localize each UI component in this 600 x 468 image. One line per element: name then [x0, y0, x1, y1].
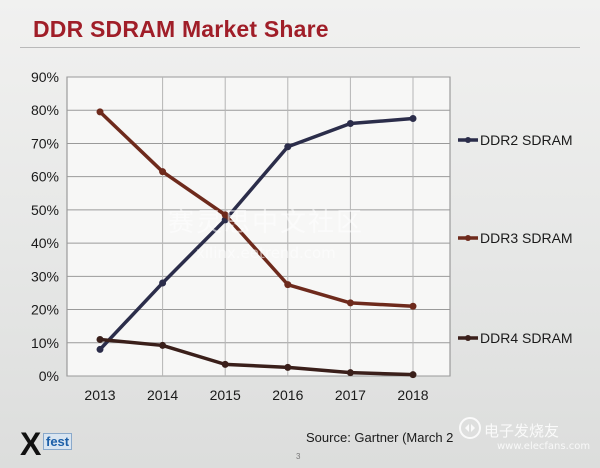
logo-fest-text: fest — [43, 433, 73, 450]
data-point — [159, 168, 167, 176]
vertical-gridlines — [162, 77, 414, 376]
page-number: 3 — [296, 452, 301, 461]
legend-label: DDR3 SDRAM — [480, 230, 573, 246]
legend: DDR2 SDRAM DDR3 SDRAM DDR4 SDRAM — [458, 132, 573, 346]
x-tick-label: 2018 — [397, 387, 428, 403]
legend-marker — [465, 235, 471, 241]
data-point — [409, 302, 417, 310]
y-tick-label: 80% — [31, 102, 59, 118]
data-point — [96, 345, 104, 353]
series-1 — [96, 115, 417, 353]
y-tick-label: 40% — [31, 235, 59, 251]
legend-marker — [465, 335, 471, 341]
title-divider — [20, 47, 580, 48]
y-tick-label: 20% — [31, 302, 59, 318]
logo-x-letter: X — [20, 426, 42, 462]
series-line — [98, 116, 415, 352]
watermark-url: xilinx.eetrend.com — [196, 244, 336, 262]
legend-marker — [465, 137, 471, 143]
y-tick-label: 10% — [31, 335, 59, 351]
data-point — [159, 279, 167, 287]
elecfans-logo-icon — [459, 417, 481, 439]
data-point — [96, 335, 104, 343]
plot-area — [66, 76, 451, 377]
x-tick-label: 2017 — [335, 387, 366, 403]
y-tick-label: 90% — [31, 69, 59, 85]
slide-title: DDR SDRAM Market Share — [33, 16, 329, 42]
data-point — [159, 341, 167, 349]
series-2 — [96, 108, 417, 310]
data-point — [346, 299, 354, 307]
legend-item: DDR4 SDRAM — [458, 330, 573, 346]
legend-item: DDR2 SDRAM — [458, 132, 573, 148]
y-tick-label: 70% — [31, 135, 59, 151]
legend-label: DDR4 SDRAM — [480, 330, 573, 346]
legend-item: DDR3 SDRAM — [458, 230, 573, 246]
series-3 — [96, 335, 417, 379]
elecfans-brand: 电子发烧友 — [484, 422, 560, 440]
y-tick-label: 50% — [31, 202, 59, 218]
x-tick-label: 2016 — [272, 387, 303, 403]
x-tick-label: 2013 — [84, 387, 115, 403]
data-point — [284, 281, 292, 289]
series-line — [98, 110, 415, 308]
y-axis-tick-labels: 0% 10% 20% 30% 40% 50% 60% 70% 80% 90% — [31, 69, 59, 384]
elecfans-url: www.elecfans.com — [497, 441, 591, 452]
y-tick-label: 30% — [31, 268, 59, 284]
x-tick-label: 2015 — [210, 387, 241, 403]
horizontal-gridlines — [67, 76, 450, 377]
data-point — [284, 363, 292, 371]
y-tick-label: 0% — [39, 368, 59, 384]
x-tick-label: 2014 — [147, 387, 178, 403]
x-axis-tick-labels: 2013 2014 2015 2016 2017 2018 — [84, 387, 428, 403]
data-point — [96, 108, 104, 116]
data-point — [221, 211, 229, 219]
data-point — [284, 143, 292, 151]
data-point — [409, 115, 417, 123]
xfest-logo: X fest — [20, 425, 84, 463]
series-lines — [96, 108, 417, 379]
data-point — [346, 369, 354, 377]
data-point — [409, 371, 417, 379]
watermark-text: 赛灵思中文社区 — [168, 208, 365, 238]
legend-label: DDR2 SDRAM — [480, 132, 573, 148]
source-note: Source: Gartner (March 2 — [306, 430, 454, 445]
series-line — [98, 337, 415, 377]
y-tick-label: 60% — [31, 169, 59, 185]
data-point — [221, 360, 229, 368]
data-point — [346, 120, 354, 128]
